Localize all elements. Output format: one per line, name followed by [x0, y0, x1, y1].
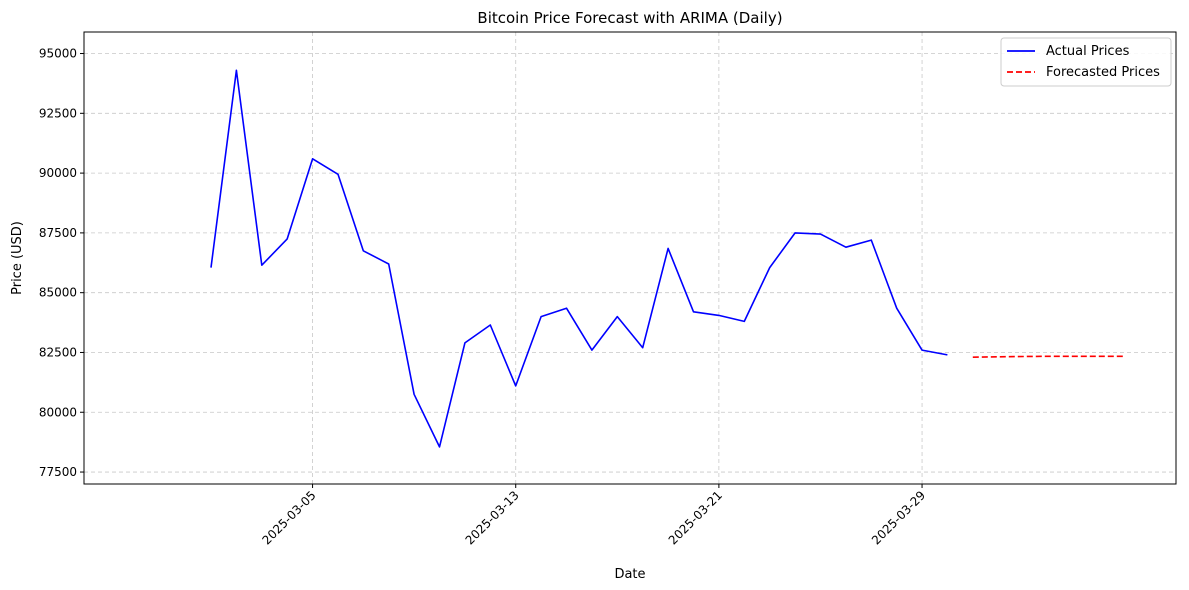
y-tick-label: 77500: [39, 465, 77, 479]
series-line-actual: [210, 69, 948, 448]
legend-label-actual: Actual Prices: [1046, 44, 1130, 59]
legend-box: [1000, 37, 1172, 87]
y-tick-label: 95000: [39, 47, 77, 61]
y-axis-title: Price (USD): [10, 221, 25, 295]
series-line-forecast: [972, 355, 1126, 358]
series-layer: [210, 69, 1126, 448]
chart-title: Bitcoin Price Forecast with ARIMA (Daily…: [477, 9, 782, 27]
y-tick-label: 82500: [39, 345, 77, 359]
legend: Actual Prices Forecasted Prices: [1000, 37, 1172, 87]
legend-label-forecast: Forecasted Prices: [1046, 65, 1160, 80]
x-axis-title: Date: [614, 567, 645, 582]
plot-frame: [83, 31, 1177, 485]
y-tick-label: 90000: [39, 166, 77, 180]
grid-layer: [84, 32, 1176, 484]
y-tick-label: 85000: [39, 286, 77, 300]
y-tick-label: 87500: [39, 226, 77, 240]
x-tick-label: 2025-03-21: [666, 488, 725, 547]
y-tick-label: 92500: [39, 106, 77, 120]
x-tick-label: 2025-03-05: [259, 488, 318, 547]
x-tick-label: 2025-03-13: [463, 488, 522, 547]
y-tick-label: 80000: [39, 405, 77, 419]
x-tick-label: 2025-03-29: [869, 488, 928, 547]
